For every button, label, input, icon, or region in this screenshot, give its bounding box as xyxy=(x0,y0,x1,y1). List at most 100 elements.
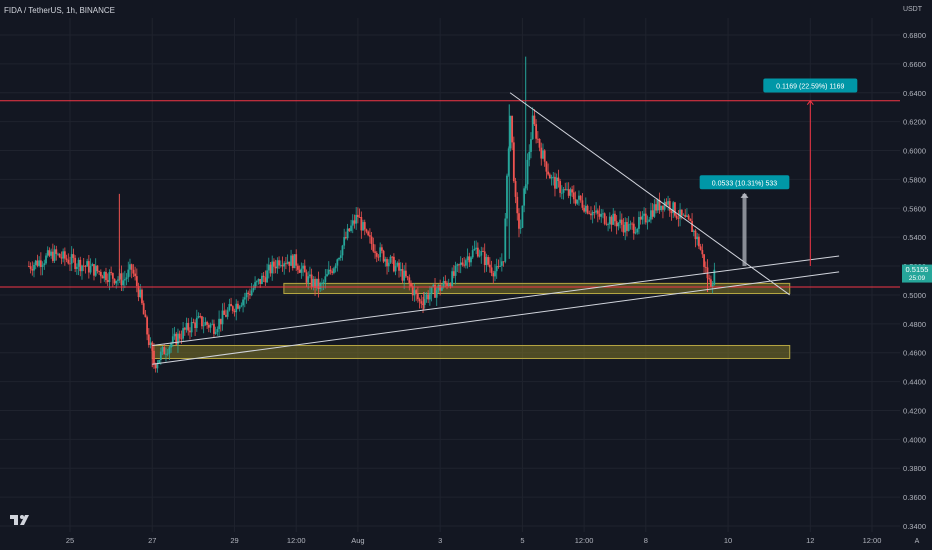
candle-body xyxy=(329,269,332,272)
candle-body xyxy=(660,205,663,211)
candle-body xyxy=(439,285,442,291)
candle-body xyxy=(509,115,512,149)
candle-body xyxy=(295,254,298,266)
candle-body xyxy=(101,276,104,279)
candle-body xyxy=(586,205,589,214)
candle-body xyxy=(415,290,418,294)
candle-body xyxy=(626,222,628,231)
candle-body xyxy=(384,259,387,262)
candle-body xyxy=(446,282,448,286)
candle-body xyxy=(600,213,603,217)
candle-body xyxy=(321,282,323,284)
candle-body xyxy=(82,265,85,267)
candle-body xyxy=(94,265,97,276)
candle-body xyxy=(401,269,404,281)
candle-body xyxy=(55,249,58,254)
candle-body xyxy=(398,262,400,271)
candle-body xyxy=(538,138,541,148)
candle-body xyxy=(495,266,498,272)
candle-body xyxy=(189,330,191,333)
drawings[interactable]: 0.1169 (22.59%) 1169 0.0533 (10.31%) 533 xyxy=(0,78,900,365)
candle-body xyxy=(482,251,484,252)
candle-body xyxy=(171,336,174,344)
candle-body xyxy=(564,189,567,190)
candle-body xyxy=(603,213,606,224)
candle-body xyxy=(699,246,702,251)
candle-body xyxy=(120,273,123,286)
candle-body xyxy=(627,224,630,231)
candle-body xyxy=(605,223,608,225)
candle-body xyxy=(444,281,447,283)
x-tick-label: 8 xyxy=(644,536,648,545)
candle-body xyxy=(204,322,207,326)
candle-body xyxy=(290,255,292,266)
candle-body xyxy=(144,314,147,318)
candle-body xyxy=(250,290,253,296)
candle-body xyxy=(571,189,574,193)
candle-body xyxy=(31,268,34,271)
candle-body xyxy=(43,263,46,266)
candle-body xyxy=(305,272,308,283)
candle-body xyxy=(122,280,125,286)
candle-body xyxy=(684,214,687,217)
candle-body xyxy=(98,271,101,272)
y-tick-label: 0.4200 xyxy=(903,406,926,415)
candle-body xyxy=(223,310,226,315)
candle-body xyxy=(178,333,181,339)
projection-label: 0.1169 (22.59%) 1169 xyxy=(776,84,844,91)
candle-body xyxy=(187,322,190,331)
candle-body xyxy=(668,201,671,211)
candle-body xyxy=(578,195,580,200)
candle-body xyxy=(70,254,73,264)
candle-body xyxy=(420,301,423,304)
candle-body xyxy=(351,220,354,226)
candle-body xyxy=(211,323,214,325)
candle-body xyxy=(89,265,92,273)
x-tick-label: 12:00 xyxy=(575,536,594,545)
candle-body xyxy=(579,195,582,201)
y-tick-label: 0.6000 xyxy=(903,147,926,156)
candle-body xyxy=(471,250,474,258)
candle-body xyxy=(624,222,627,233)
candle-body xyxy=(566,189,568,190)
candle-body xyxy=(499,265,502,267)
candle-body xyxy=(559,181,562,193)
candle-body xyxy=(619,219,621,223)
candle-body xyxy=(377,256,380,258)
candle-body xyxy=(53,249,56,261)
candle-body xyxy=(478,255,481,257)
x-tick-label: 3 xyxy=(438,536,442,545)
candle-body xyxy=(233,310,236,313)
candle-body xyxy=(34,260,37,265)
candle-body xyxy=(406,276,409,278)
candle-body xyxy=(634,232,637,234)
candle-body xyxy=(620,219,623,225)
candle-body xyxy=(394,265,397,272)
candle-body xyxy=(225,314,227,317)
candle-body xyxy=(430,286,433,295)
candle-body xyxy=(519,227,522,229)
candle-body xyxy=(614,213,616,222)
candle-body xyxy=(574,199,577,204)
y-tick-label: 0.4000 xyxy=(903,435,926,444)
candle-body xyxy=(99,271,102,277)
candle-body xyxy=(273,261,275,267)
candle-body xyxy=(334,265,337,269)
auto-scale-button[interactable]: A xyxy=(915,538,920,545)
candle-body xyxy=(91,264,94,266)
candle-body xyxy=(163,346,166,355)
currency-label: USDT xyxy=(902,6,922,13)
candle-body xyxy=(39,260,42,267)
candle-body xyxy=(631,223,633,225)
candle-body xyxy=(147,334,150,346)
candle-body xyxy=(365,229,368,232)
x-tick-label: 5 xyxy=(520,536,524,545)
x-tick-label: 12:00 xyxy=(287,536,306,545)
candle-body xyxy=(686,215,688,217)
candle-body xyxy=(132,269,135,274)
candle-body xyxy=(464,260,467,266)
candle-body xyxy=(267,264,270,271)
candle-body xyxy=(312,279,315,287)
